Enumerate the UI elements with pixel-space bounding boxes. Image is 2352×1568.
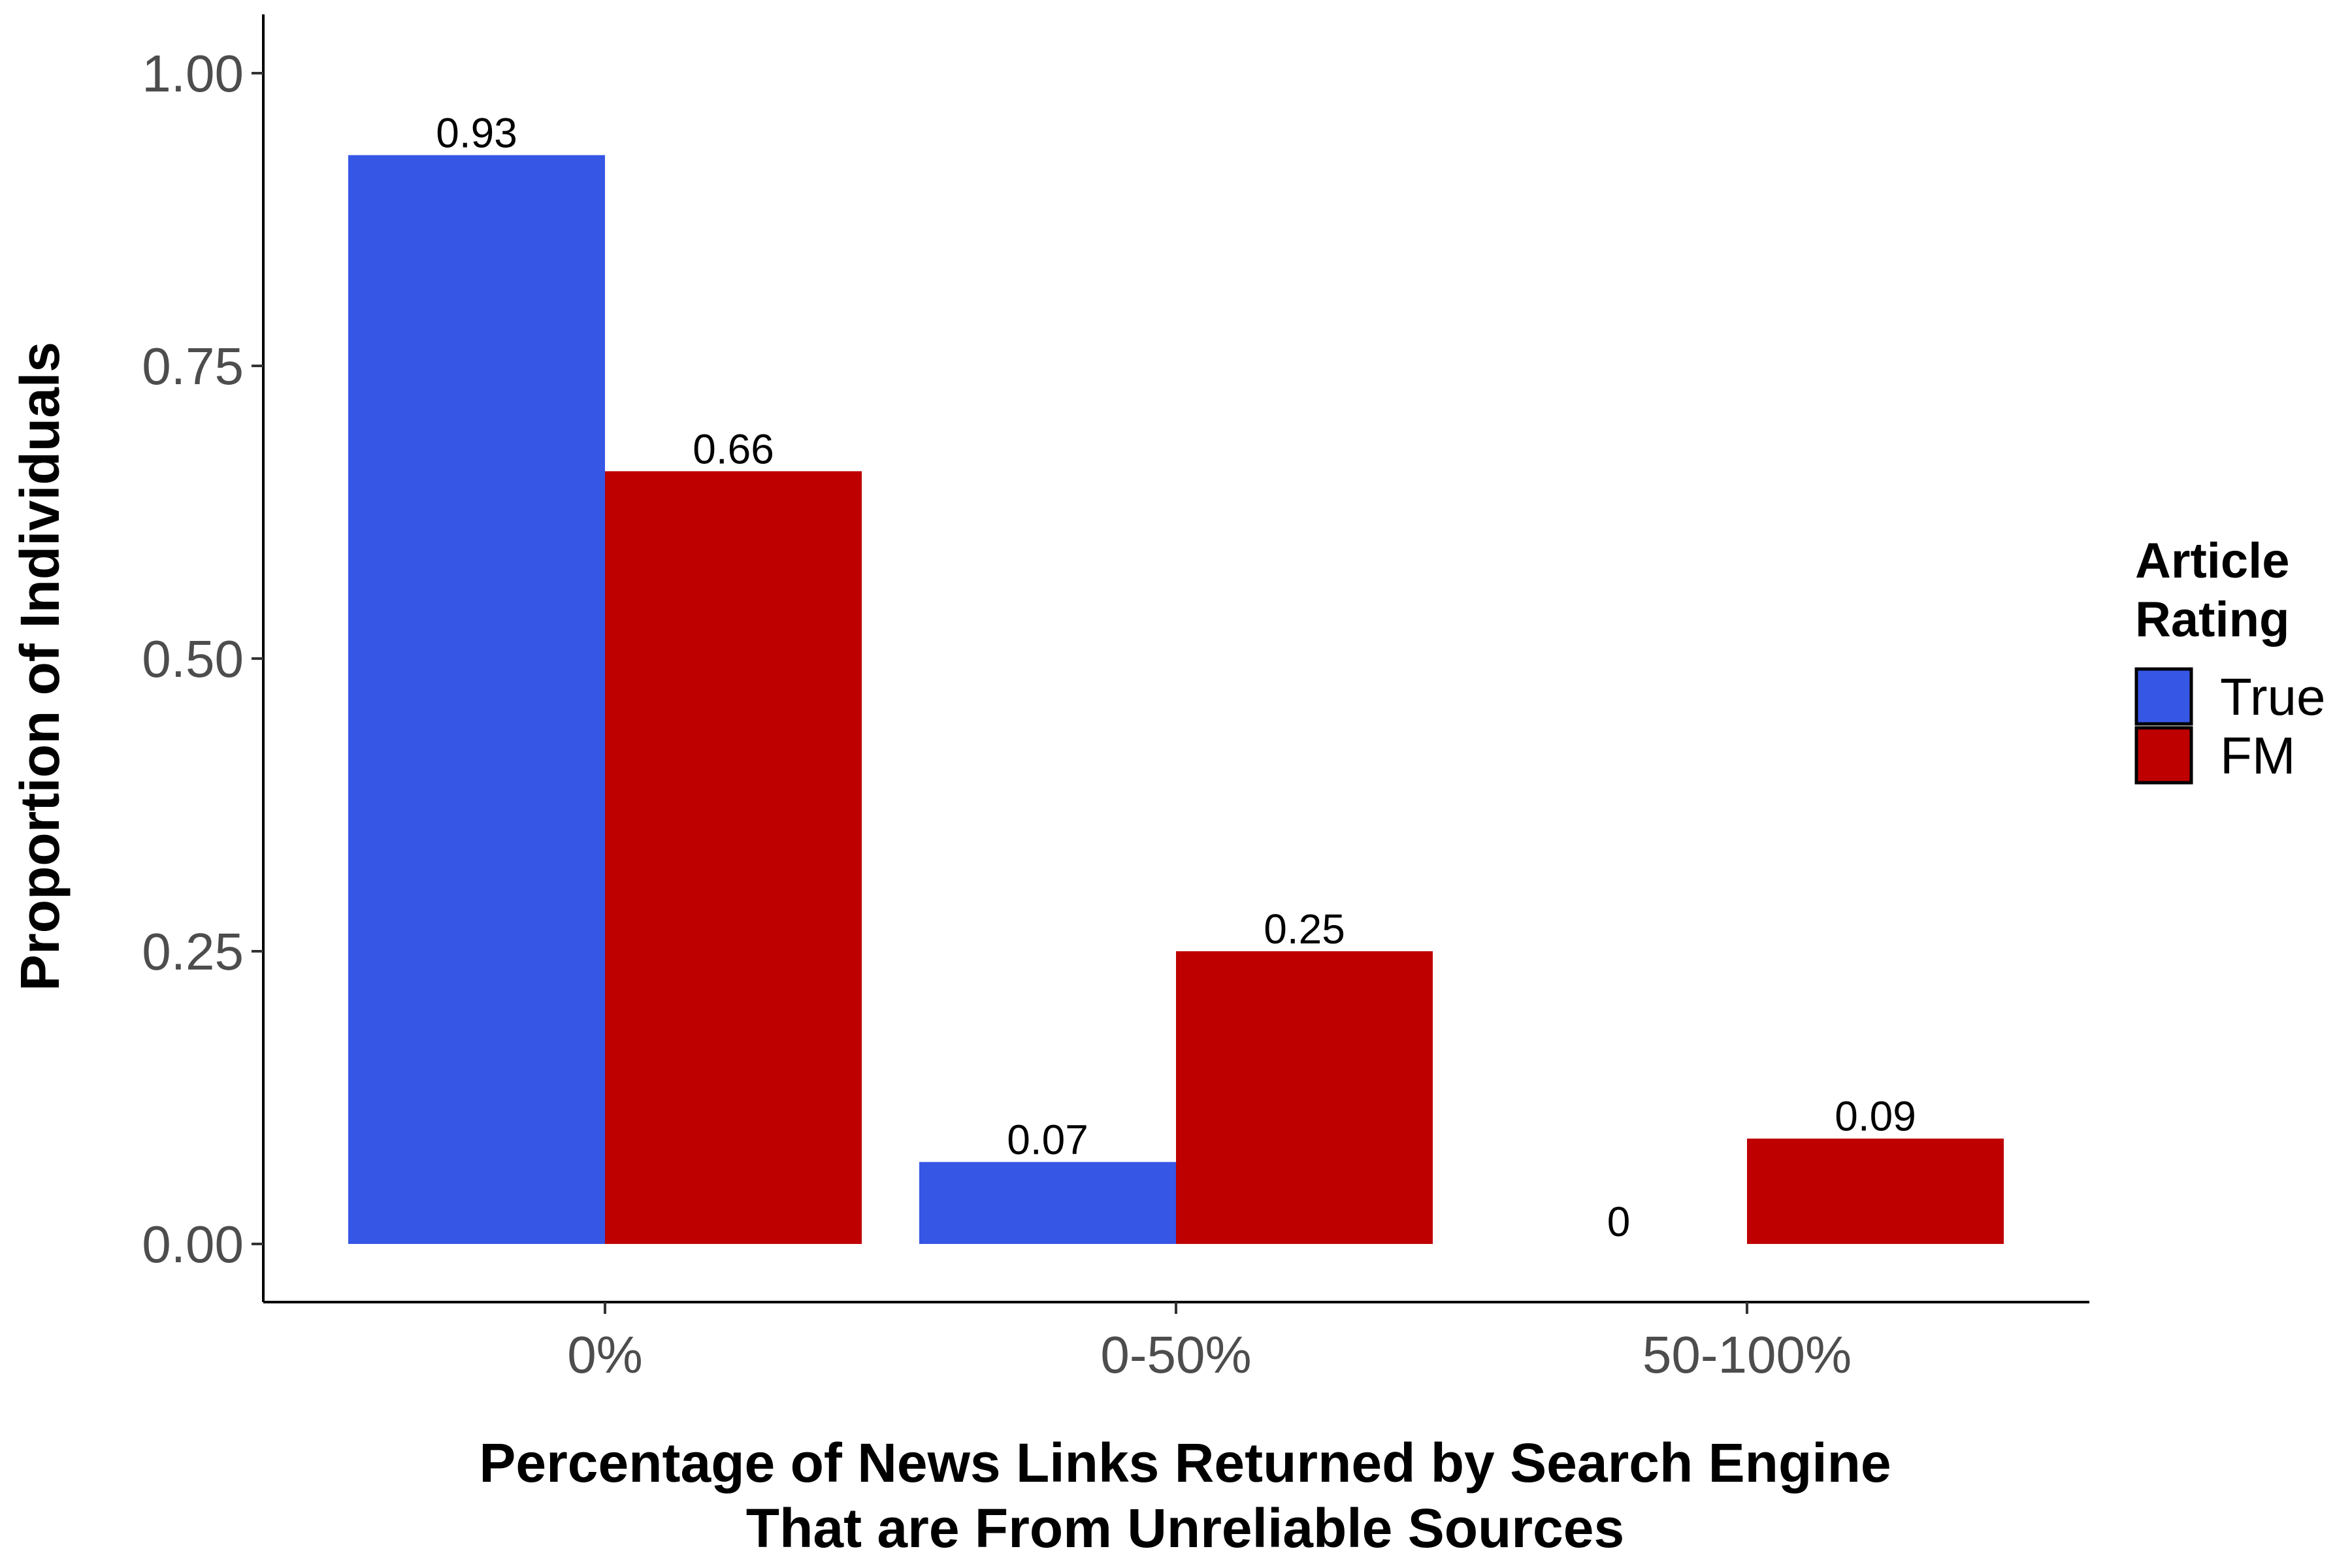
bar-true-1 [919,1162,1176,1244]
plot-area: 0.93 0.66 0.07 0.25 0 0.09 [348,109,2004,1245]
x-axis-title-line-1: Percentage of News Links Returned by Sea… [479,1432,1891,1494]
bar-fm-0 [605,471,862,1244]
legend-key-true [2134,667,2193,726]
y-tick-label: 0.75 [142,337,244,395]
legend-title-line-1: Article [2135,533,2290,589]
legend-title-line-2: Rating [2135,592,2289,647]
legend-label-fm: FM [2220,727,2296,785]
x-tick-label: 50-100% [1642,1326,1852,1384]
bar-fm-2 [1747,1138,2004,1244]
x-tick-label: 0-50% [1100,1326,1251,1384]
x-axis-title-line-2: That are From Unreliable Sources [746,1497,1624,1559]
data-label-true-2: 0 [1607,1198,1631,1245]
y-axis: 0.00 0.25 0.50 0.75 1.00 [142,14,265,1302]
data-label-fm-1: 0.25 [1264,906,1345,953]
bar-fm-1 [1176,951,1433,1244]
y-tick-label: 0.25 [142,923,244,981]
legend-key-fm [2134,726,2193,785]
bar-true-0 [348,155,605,1245]
y-tick-label: 1.00 [142,44,244,103]
data-label-fm-2: 0.09 [1835,1093,1916,1140]
data-label-true-0: 0.93 [436,109,517,156]
data-label-true-1: 0.07 [1007,1117,1088,1164]
legend-label-true: True [2220,668,2326,726]
y-tick-label: 0.50 [142,630,244,688]
y-axis-title: Proportion of Individuals [9,342,71,991]
data-label-fm-0: 0.66 [693,425,774,472]
y-tick-label: 0.00 [142,1215,244,1273]
x-axis: 0% 0-50% 50-100% [263,1301,2089,1384]
x-tick-label: 0% [567,1326,643,1384]
